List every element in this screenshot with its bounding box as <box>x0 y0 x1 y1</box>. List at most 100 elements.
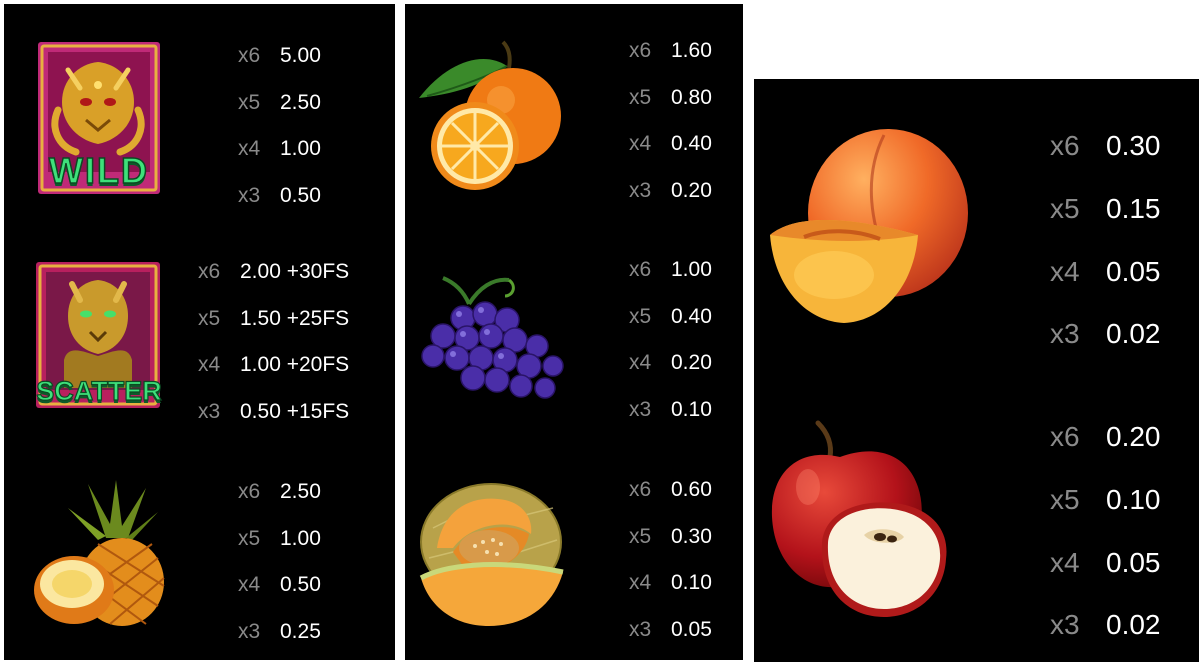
pay-row: x3 0.10 <box>629 387 712 434</box>
count-label: x5 <box>198 306 221 330</box>
count-label: x3 <box>1050 609 1080 641</box>
paytable-panel-1: WILD x6 5.00 x5 2.50 x4 1.00 x3 0.50 SCATTER… <box>4 4 395 660</box>
count-label: x3 <box>238 619 261 643</box>
pay-row: x3 0.05 <box>629 607 712 654</box>
count-label: x5 <box>629 524 652 548</box>
payout-value: 0.50 <box>280 573 321 597</box>
payout-value: 0.50 <box>280 183 321 207</box>
count-label: x4 <box>1050 546 1080 578</box>
pay-row: x3 0.50 +15FS <box>198 389 349 436</box>
payout-value: 5.00 <box>280 44 321 68</box>
count-label: x4 <box>629 351 652 375</box>
count-label: x5 <box>1050 484 1080 516</box>
pay-row: x3 0.25 <box>238 609 321 656</box>
pay-row: x4 0.10 <box>629 560 712 607</box>
apple-icon <box>768 417 956 623</box>
payout-value: 1.00 <box>280 526 321 550</box>
payout-value: 2.00 +30FS <box>240 260 350 284</box>
melon-paytable: x6 0.60 x5 0.30 x4 0.10 x3 0.05 <box>629 467 712 653</box>
count-label: x4 <box>198 353 221 377</box>
payout-value: 0.20 <box>671 178 712 202</box>
count-label: x4 <box>629 132 652 156</box>
pay-row: x4 0.20 <box>629 340 712 387</box>
count-label: x3 <box>629 178 652 202</box>
grapes-icon <box>413 270 565 412</box>
peach-paytable: x6 0.30 x5 0.15 x4 0.05 x3 0.02 <box>1050 115 1161 366</box>
payout-value: 0.05 <box>1106 546 1161 578</box>
payout-value: 0.25 <box>280 619 321 643</box>
payout-value: 0.02 <box>1106 318 1161 350</box>
payout-value: 1.60 <box>671 39 712 63</box>
grapes-paytable: x6 1.00 x5 0.40 x4 0.20 x3 0.10 <box>629 247 712 433</box>
paytable-panel-3: x6 0.30 x5 0.15 x4 0.05 x3 0.02 x6 0.20 <box>754 79 1199 662</box>
count-label: x5 <box>238 526 261 550</box>
pay-row: x4 1.00 <box>238 126 321 173</box>
payout-value: 0.02 <box>1106 609 1161 641</box>
pay-row: x5 0.30 <box>629 514 712 561</box>
pay-row: x5 0.10 <box>1050 469 1161 532</box>
count-label: x6 <box>238 480 261 504</box>
wild-paytable: x6 5.00 x5 2.50 x4 1.00 x3 0.50 <box>238 33 321 219</box>
pay-row: x6 2.50 <box>238 469 321 516</box>
pay-row: x5 0.80 <box>629 75 712 122</box>
count-label: x3 <box>1050 318 1080 350</box>
payout-value: 0.20 <box>671 351 712 375</box>
pay-row: x6 2.00 +30FS <box>198 249 349 296</box>
apple-paytable: x6 0.20 x5 0.10 x4 0.05 x3 0.02 <box>1050 406 1161 657</box>
wild-dragon-icon <box>28 40 168 198</box>
count-label: x6 <box>238 44 261 68</box>
pay-row: x6 5.00 <box>238 33 321 80</box>
count-label: x4 <box>238 137 261 161</box>
pay-row: x5 1.00 <box>238 516 321 563</box>
payout-value: 1.50 +25FS <box>240 306 350 330</box>
pay-row: x6 0.30 <box>1050 115 1161 178</box>
payout-value: 0.05 <box>1106 255 1161 287</box>
scatter-badge-text: SCATTER <box>36 375 163 406</box>
payout-value: 0.30 <box>671 524 712 548</box>
scatter-tiger-icon <box>28 260 168 410</box>
count-label: x6 <box>1050 421 1080 453</box>
payout-value: 0.05 <box>671 617 712 641</box>
pay-row: x4 0.40 <box>629 121 712 168</box>
payout-value: 0.60 <box>671 478 712 502</box>
pineapple-paytable: x6 2.50 x5 1.00 x4 0.50 x3 0.25 <box>238 469 321 655</box>
count-label: x5 <box>238 90 261 114</box>
count-label: x3 <box>198 399 221 423</box>
payout-value: 1.00 <box>671 258 712 282</box>
count-label: x6 <box>198 260 221 284</box>
count-label: x4 <box>1050 255 1080 287</box>
orange-icon <box>413 38 563 192</box>
count-label: x6 <box>629 258 652 282</box>
pay-row: x5 2.50 <box>238 80 321 127</box>
payout-value: 0.20 <box>1106 421 1161 453</box>
payout-value: 0.40 <box>671 132 712 156</box>
payout-value: 2.50 <box>280 480 321 504</box>
payout-value: 0.30 <box>1106 130 1161 162</box>
payout-value: 2.50 <box>280 90 321 114</box>
count-label: x6 <box>629 39 652 63</box>
pay-row: x5 0.40 <box>629 294 712 341</box>
count-label: x3 <box>238 183 261 207</box>
orange-paytable: x6 1.60 x5 0.80 x4 0.40 x3 0.20 <box>629 28 712 214</box>
melon-icon <box>413 478 567 628</box>
pineapple-icon <box>28 478 170 628</box>
payout-value: 0.10 <box>671 397 712 421</box>
pay-row: x4 0.05 <box>1050 240 1161 303</box>
payout-value: 0.15 <box>1106 193 1161 225</box>
payout-value: 0.10 <box>671 571 712 595</box>
pay-row: x4 1.00 +20FS <box>198 342 349 389</box>
count-label: x5 <box>629 85 652 109</box>
pay-row: x5 1.50 +25FS <box>198 296 349 343</box>
count-label: x4 <box>238 573 261 597</box>
count-label: x5 <box>1050 193 1080 225</box>
wild-badge-text: WILD <box>48 149 149 192</box>
count-label: x6 <box>1050 130 1080 162</box>
payout-value: 1.00 <box>280 137 321 161</box>
pay-row: x3 0.02 <box>1050 303 1161 366</box>
pay-row: x3 0.50 <box>238 173 321 220</box>
pay-row: x3 0.20 <box>629 168 712 215</box>
payout-value: 1.00 +20FS <box>240 353 350 377</box>
payout-value: 0.80 <box>671 85 712 109</box>
pay-row: x5 0.15 <box>1050 178 1161 241</box>
payout-value: 0.50 +15FS <box>240 399 350 423</box>
